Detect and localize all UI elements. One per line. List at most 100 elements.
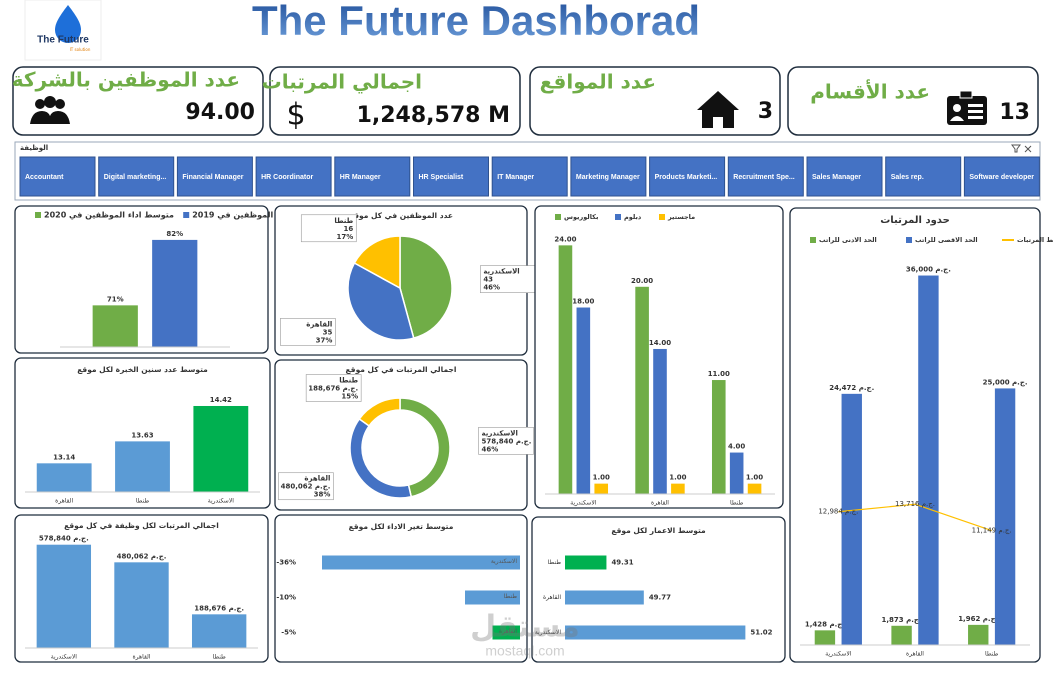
chart-title: متوسط تغير الاداء لكل موقع [349, 522, 454, 531]
logo-text: The Future [37, 35, 89, 46]
data-label: 480,062 ج.م. [117, 552, 167, 560]
kpi-symbol: $ [286, 98, 305, 133]
slicer-item-label: Digital marketing... [104, 174, 167, 181]
bar [565, 590, 644, 605]
kpi-value: 94.00 [185, 100, 255, 125]
x-tick-label: طنطا [985, 651, 999, 658]
x-tick-label: القاهرة [55, 498, 73, 505]
legend-swatch [906, 237, 912, 243]
slicer-item[interactable]: Marketing Manager [570, 156, 647, 197]
legend-swatch [183, 212, 190, 218]
data-label: 1,428 ج.م. [805, 620, 845, 628]
chart-panel: حدود المرتبات الحد الادنى للراتب الحد الاق… [789, 207, 1053, 663]
slice [347, 261, 415, 341]
bar [92, 305, 138, 347]
kpi-value: 3 [758, 99, 773, 124]
data-label-percent: 15% [341, 393, 358, 401]
chart-panel: متوسط اداء الموظفين في 2020 متوسط اداء ال… [14, 205, 322, 354]
slicer-button[interactable] [649, 156, 726, 197]
chart-panel: متوسط الاعمار لكل موقع 49.31 طنطا 49.77 القا… [531, 516, 786, 663]
data-label-percent: 46% [482, 445, 499, 453]
x-tick-label: القاهرة [651, 500, 669, 507]
x-tick-label: طنطا [136, 498, 150, 505]
slicer-item[interactable]: Software developer [963, 156, 1040, 197]
slicer-item[interactable]: Sales Manager [806, 156, 883, 197]
data-label-value: 480,062 ج.م. [281, 483, 331, 491]
chart-title: اجمالي المرتبات لكل وظيفة في كل موقع [64, 521, 219, 530]
data-label: 13,716 ج.م. [895, 500, 935, 508]
slicer-button[interactable] [19, 156, 96, 197]
slicer-button[interactable] [727, 156, 804, 197]
x-tick-label: الاسكندرية [208, 498, 235, 505]
id-card-icon [947, 90, 987, 125]
slicer-button[interactable] [885, 156, 962, 197]
slicer-button[interactable] [334, 156, 411, 197]
bar [814, 630, 836, 645]
line [838, 503, 992, 532]
legend-label: متوسط اداء الموظفين في 2020 [44, 211, 174, 220]
slicer-item[interactable]: HR Coordinator [255, 156, 332, 197]
slicer-button[interactable] [963, 156, 1040, 197]
x-tick-label: القاهرة [906, 651, 924, 658]
slicer-items: Accountant Digital marketing... Financial … [19, 156, 1040, 197]
slicer-button[interactable] [98, 156, 175, 197]
slicer-item[interactable]: HR Manager [334, 156, 411, 197]
data-label: 82% [166, 230, 183, 238]
slicer-item[interactable]: Products Marketi... [649, 156, 726, 197]
data-label-value: 35 [323, 328, 333, 336]
data-label: 578,840 ج.م. [39, 535, 89, 543]
data-label: 11,149 ج.م. [972, 527, 1012, 535]
slicer-item-label: Products Marketi... [655, 174, 718, 181]
slicer-item[interactable]: HR Specialist [413, 156, 489, 197]
slicer-button[interactable] [413, 156, 489, 197]
data-label: 20.00 [631, 277, 653, 285]
slicer-item-label: Sales Manager [812, 174, 861, 181]
x-tick-label: طنطا [212, 654, 226, 661]
slicer-button[interactable] [255, 156, 332, 197]
slicer-item[interactable]: Recruitment Spe... [727, 156, 804, 197]
slicer-item[interactable]: Digital marketing... [98, 156, 175, 197]
legend-label: الحد الادنى للراتب [819, 236, 877, 244]
legend-label: الحد الاقصى للراتب [915, 236, 978, 244]
slicer-item[interactable]: Sales rep. [885, 156, 962, 197]
kpi-value: 1,248,578 M [357, 103, 510, 128]
label-box [280, 318, 336, 346]
bar [729, 452, 744, 494]
x-tick-label: طنطا [730, 500, 744, 507]
data-label: 36,000 ج.م. [906, 266, 951, 274]
chart-title: متوسط الاعمار لكل موقع [611, 526, 706, 535]
bar [747, 483, 762, 494]
data-label: 24.00 [554, 235, 576, 243]
y-tick-label: الاسكندرية [491, 558, 518, 565]
data-label-value: 16 [344, 225, 354, 233]
panel-border [274, 514, 528, 663]
slicer-item[interactable]: Accountant [19, 156, 96, 197]
slicer-item-label: HR Specialist [419, 174, 464, 181]
kpi-label: اجمالي المرتبات [262, 70, 422, 95]
bar [558, 245, 573, 494]
bar [191, 614, 247, 648]
kpi-value: 13 [999, 100, 1030, 125]
data-label-category: الاسكندرية [482, 429, 518, 437]
slicer-button[interactable] [806, 156, 883, 197]
bar [492, 625, 520, 640]
slice [358, 397, 401, 427]
bar [968, 624, 989, 645]
slicer-button[interactable] [491, 156, 568, 197]
chart-title: متوسط عدد سنين الخبرة لكل موقع [77, 365, 208, 374]
slicer-item-label: HR Coordinator [261, 174, 313, 181]
slicer-button[interactable] [176, 156, 253, 197]
slicer-item[interactable]: IT Manager [491, 156, 568, 197]
data-label: -5% [281, 629, 296, 637]
label-box [300, 214, 357, 243]
kpi-card: عدد الأقسام 13 [787, 66, 1039, 136]
slicer-button[interactable] [570, 156, 647, 197]
watermark-arabic: مستقل [470, 610, 580, 645]
data-label-percent: 38% [314, 491, 331, 499]
kpi-card: عدد الموظفين بالشركة 94.00 [12, 66, 264, 136]
legend-swatch [615, 214, 621, 220]
data-label: 1.00 [593, 474, 610, 482]
bar [918, 275, 939, 645]
slicer-item[interactable]: Financial Manager [176, 156, 253, 197]
slicer-item-label: IT Manager [497, 174, 534, 181]
